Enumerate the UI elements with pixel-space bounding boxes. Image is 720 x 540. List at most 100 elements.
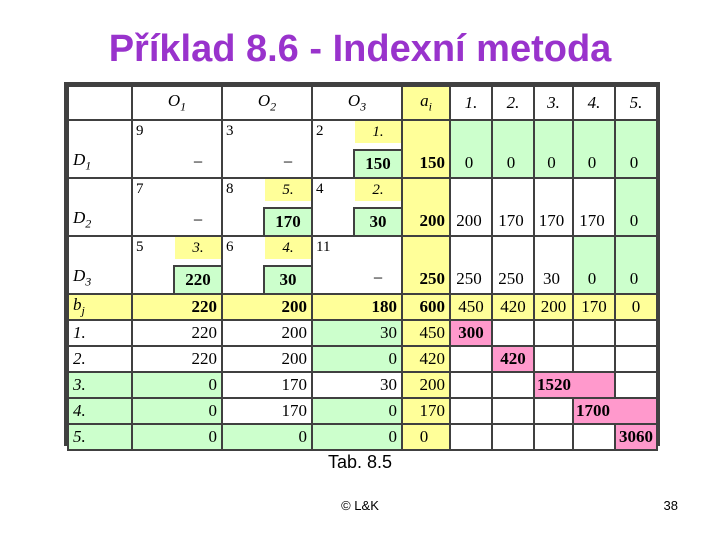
cost-d1-o2: 3	[226, 123, 234, 139]
empty-1-2	[493, 321, 533, 345]
empty-5-2	[493, 425, 533, 449]
bottom-label-3: 3.	[69, 373, 131, 397]
bottom-3-a: 200	[403, 373, 449, 397]
index-method-table-wrap: O1 O2 O3 ai 1. 2. 3. 4. 5. D1 9− 3− 2 1. 1…	[64, 82, 660, 451]
iter-d2-4: 170	[574, 179, 614, 235]
a-d2: 200	[403, 179, 449, 235]
cost-d3-o2: 6	[226, 239, 234, 255]
cell-d2-o1: 7−	[133, 179, 221, 235]
empty-3-5	[616, 373, 656, 397]
header-iter-3: 3.	[535, 87, 572, 119]
bottom-label-4: 4.	[69, 399, 131, 423]
bottom-4-o3: 0	[313, 399, 401, 423]
header-ai: ai	[403, 87, 449, 119]
iter-d1-2: 0	[493, 121, 533, 177]
bj-o2: 200	[223, 295, 311, 319]
bottom-3-o3: 30	[313, 373, 401, 397]
value-d1-o3: 150	[353, 149, 401, 177]
cell-d2-o3: 4 2. 30	[313, 179, 401, 235]
bottom-3-o2: 170	[223, 373, 311, 397]
bottom-4-o2: 170	[223, 399, 311, 423]
row-label-d3: D3	[69, 237, 131, 293]
pink-2: 420	[493, 347, 533, 371]
bottom-5-o3: 0	[313, 425, 401, 449]
header-iter-4: 4.	[574, 87, 614, 119]
iter-d3-3: 30	[535, 237, 572, 293]
corner-cell	[69, 87, 131, 119]
cell-d3-o1: 5 3. 220	[133, 237, 221, 293]
bottom-label-1: 1.	[69, 321, 131, 345]
page-title: Příklad 8.6 - Indexní metoda	[108, 28, 612, 70]
bottom-row-3: 3. 0 170 30 200 1520	[69, 373, 656, 397]
bottom-label-2: 2.	[69, 347, 131, 371]
bj-iter-4: 170	[574, 295, 614, 319]
iter-d1-4: 0	[574, 121, 614, 177]
cost-d1-o1: 9	[136, 123, 144, 139]
table-caption: Tab. 8.5	[327, 452, 393, 472]
cell-d3-o2: 6 4. 30	[223, 237, 311, 293]
row-label-d2: D2	[69, 179, 131, 235]
cost-d3-o1: 5	[136, 239, 144, 255]
empty-1-5	[616, 321, 656, 345]
bottom-2-o1: 220	[133, 347, 221, 371]
cost-d2-o2: 8	[226, 181, 234, 197]
value-d3-o3: −	[372, 268, 383, 288]
iter-d3-1: 250	[451, 237, 491, 293]
bottom-1-o1: 220	[133, 321, 221, 345]
iter-d1-3: 0	[535, 121, 572, 177]
header-iter-1: 1.	[451, 87, 491, 119]
empty-2-4	[574, 347, 614, 371]
order-d2-o2: 5.	[265, 179, 311, 201]
empty-3-1	[451, 373, 491, 397]
order-d2-o3: 2.	[355, 179, 401, 201]
bottom-row-1: 1. 220 200 30 450 300	[69, 321, 656, 345]
bottom-2-o2: 200	[223, 347, 311, 371]
bottom-row-4: 4. 0 170 0 170 1700	[69, 399, 656, 423]
bottom-row-5: 5. 0 0 0 0 3060	[69, 425, 656, 449]
empty-2-5	[616, 347, 656, 371]
iter-d3-2: 250	[493, 237, 533, 293]
row-d1: D1 9− 3− 2 1. 150 150 0 0 0 0 0	[69, 121, 656, 177]
bj-iter-1: 450	[451, 295, 491, 319]
bottom-row-2: 2. 220 200 0 420 420	[69, 347, 656, 371]
bottom-5-a: 0	[403, 425, 449, 449]
empty-2-3	[535, 347, 572, 371]
empty-5-4	[574, 425, 614, 449]
bottom-1-o3: 30	[313, 321, 401, 345]
index-method-table: O1 O2 O3 ai 1. 2. 3. 4. 5. D1 9− 3− 2 1. 1…	[67, 85, 658, 451]
order-d3-o2: 4.	[265, 237, 311, 259]
empty-1-4	[574, 321, 614, 345]
bj-o1: 220	[133, 295, 221, 319]
bottom-1-o2: 200	[223, 321, 311, 345]
value-d1-o2: −	[282, 152, 293, 172]
pink-1: 300	[451, 321, 491, 345]
iter-d1-5: 0	[616, 121, 656, 177]
value-d3-o2: 30	[263, 265, 311, 293]
row-d3: D3 5 3. 220 6 4. 30 11− 250 250 250 30 0 0	[69, 237, 656, 293]
bottom-2-a: 420	[403, 347, 449, 371]
bj-o3: 180	[313, 295, 401, 319]
iter-d3-4: 0	[574, 237, 614, 293]
iter-d2-3: 170	[535, 179, 572, 235]
empty-3-2	[493, 373, 533, 397]
row-label-d1: D1	[69, 121, 131, 177]
bottom-3-o1: 0	[133, 373, 221, 397]
header-o2: O2	[223, 87, 311, 119]
empty-5-1	[451, 425, 491, 449]
bottom-5-o2: 0	[223, 425, 311, 449]
cost-d2-o1: 7	[136, 181, 144, 197]
bottom-2-o3: 0	[313, 347, 401, 371]
cost-d1-o3: 2	[316, 123, 324, 139]
iter-d2-2: 170	[493, 179, 533, 235]
value-d2-o1: −	[192, 210, 203, 230]
bottom-5-o1: 0	[133, 425, 221, 449]
order-d1-o3: 1.	[355, 121, 401, 143]
iter-d2-1: 200	[451, 179, 491, 235]
empty-4-1	[451, 399, 491, 423]
header-iter-2: 2.	[493, 87, 533, 119]
value-d2-o2: 170	[263, 207, 311, 235]
empty-4-2	[493, 399, 533, 423]
a-d3: 250	[403, 237, 449, 293]
bj-iter-3: 200	[535, 295, 572, 319]
empty-1-3	[535, 321, 572, 345]
